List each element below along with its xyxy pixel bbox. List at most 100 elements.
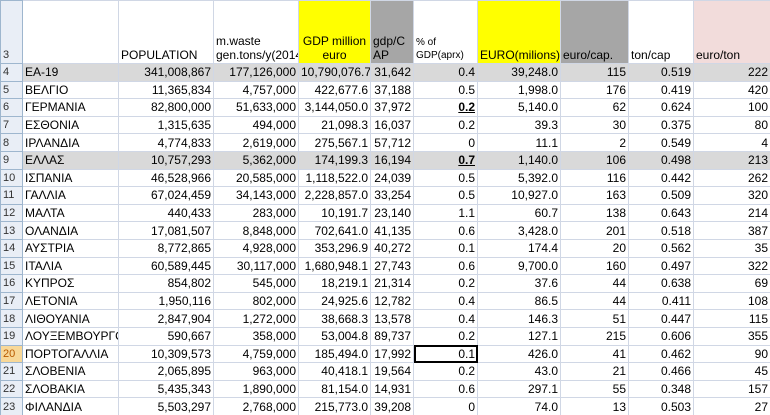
value-cell[interactable]: 12,782 <box>370 291 414 311</box>
value-cell[interactable]: 39.3 <box>477 115 561 135</box>
row-number[interactable]: 22 <box>0 379 23 399</box>
header-cell[interactable]: ton/cap <box>628 0 694 64</box>
value-cell[interactable]: 963,000 <box>213 362 299 381</box>
value-cell[interactable]: 41 <box>560 344 629 364</box>
value-cell[interactable]: 0.4 <box>413 291 478 311</box>
value-cell[interactable]: 5,435,343 <box>118 379 214 399</box>
value-cell[interactable]: 44 <box>560 291 629 311</box>
value-cell[interactable]: 426.0 <box>477 344 561 364</box>
value-cell[interactable]: 38,668.3 <box>298 309 371 328</box>
value-cell[interactable]: 0.6 <box>413 256 478 276</box>
row-number[interactable]: 15 <box>0 256 23 276</box>
value-cell[interactable]: 44 <box>560 274 629 293</box>
row-number[interactable]: 23 <box>0 397 23 415</box>
value-cell[interactable]: 590,667 <box>118 326 214 346</box>
value-cell[interactable]: 27,743 <box>370 256 414 276</box>
value-cell[interactable]: 106 <box>560 150 629 170</box>
value-cell[interactable]: 39,248.0 <box>477 63 561 82</box>
value-cell[interactable]: 18,219.1 <box>298 274 371 293</box>
value-cell[interactable]: 0.1 <box>413 238 478 258</box>
value-cell[interactable]: 4 <box>693 133 770 152</box>
row-number[interactable]: 3 <box>0 0 23 64</box>
value-cell[interactable]: 89,737 <box>370 326 414 346</box>
value-cell[interactable]: 0.497 <box>628 256 694 276</box>
country-cell[interactable]: ΕΑ-19 <box>22 63 119 82</box>
value-cell[interactable]: 3,428.0 <box>477 221 561 240</box>
value-cell[interactable]: 14,931 <box>370 379 414 399</box>
value-cell[interactable]: 2,065,895 <box>118 362 214 381</box>
value-cell[interactable]: 20,585,000 <box>213 168 299 188</box>
value-cell[interactable]: 4,757,000 <box>213 80 299 100</box>
row-number[interactable]: 18 <box>0 309 23 328</box>
country-cell[interactable]: ΛΟΥΞΕΜΒΟΥΡΓΟ <box>22 326 119 346</box>
value-cell[interactable]: 16,194 <box>370 150 414 170</box>
value-cell[interactable]: 37,188 <box>370 80 414 100</box>
value-cell[interactable]: 127.1 <box>477 326 561 346</box>
value-cell[interactable]: 802,000 <box>213 291 299 311</box>
value-cell[interactable]: 0.624 <box>628 98 694 117</box>
value-cell[interactable]: 0.2 <box>413 115 478 135</box>
value-cell[interactable]: 0.498 <box>628 150 694 170</box>
value-cell[interactable]: 422,677.6 <box>298 80 371 100</box>
value-cell[interactable]: 115 <box>693 309 770 328</box>
country-cell[interactable]: ΓΑΛΛΙΑ <box>22 186 119 205</box>
value-cell[interactable]: 0.643 <box>628 203 694 223</box>
value-cell[interactable]: 8,772,865 <box>118 238 214 258</box>
value-cell[interactable]: 0.411 <box>628 291 694 311</box>
value-cell[interactable]: 21 <box>560 362 629 381</box>
value-cell[interactable]: 854,802 <box>118 274 214 293</box>
value-cell[interactable]: 82,800,000 <box>118 98 214 117</box>
value-cell[interactable]: 0.466 <box>628 362 694 381</box>
value-cell[interactable]: 2,847,904 <box>118 309 214 328</box>
value-cell[interactable]: 17,081,507 <box>118 221 214 240</box>
row-number[interactable]: 8 <box>0 133 23 152</box>
value-cell[interactable]: 0.7 <box>413 150 478 170</box>
row-number[interactable]: 16 <box>0 274 23 293</box>
value-cell[interactable]: 0.5 <box>413 168 478 188</box>
value-cell[interactable]: 0.549 <box>628 133 694 152</box>
value-cell[interactable]: 1,272,000 <box>213 309 299 328</box>
country-cell[interactable]: ΙΣΠΑΝΙΑ <box>22 168 119 188</box>
value-cell[interactable]: 55 <box>560 379 629 399</box>
value-cell[interactable]: 45 <box>693 362 770 381</box>
header-cell[interactable]: euro/cap. <box>560 0 629 64</box>
value-cell[interactable]: 138 <box>560 203 629 223</box>
value-cell[interactable]: 21,098.3 <box>298 115 371 135</box>
value-cell[interactable]: 214 <box>693 203 770 223</box>
value-cell[interactable]: 0.5 <box>413 80 478 100</box>
value-cell[interactable]: 0 <box>413 397 478 415</box>
row-number[interactable]: 13 <box>0 221 23 240</box>
value-cell[interactable]: 57,712 <box>370 133 414 152</box>
country-cell[interactable]: ΣΛΟΒΕΝΙΑ <box>22 362 119 381</box>
country-cell[interactable]: ΣΛΟΒΑΚΙΑ <box>22 379 119 399</box>
value-cell[interactable]: 5,392.0 <box>477 168 561 188</box>
value-cell[interactable]: 320 <box>693 186 770 205</box>
value-cell[interactable]: 13 <box>560 397 629 415</box>
value-cell[interactable]: 13,578 <box>370 309 414 328</box>
value-cell[interactable]: 185,494.0 <box>298 344 371 364</box>
country-cell[interactable]: ΠΟΡΤΟΓΑΛΛΙΑ <box>22 344 119 364</box>
value-cell[interactable]: 53,004.8 <box>298 326 371 346</box>
header-cell[interactable]: gdp/CAP <box>370 0 414 64</box>
value-cell[interactable]: 108 <box>693 291 770 311</box>
value-cell[interactable]: 222 <box>693 63 770 82</box>
value-cell[interactable]: 86.5 <box>477 291 561 311</box>
value-cell[interactable]: 41,135 <box>370 221 414 240</box>
value-cell[interactable]: 160 <box>560 256 629 276</box>
value-cell[interactable]: 19,564 <box>370 362 414 381</box>
value-cell[interactable]: 0.503 <box>628 397 694 415</box>
value-cell[interactable]: 545,000 <box>213 274 299 293</box>
value-cell[interactable]: 24,039 <box>370 168 414 188</box>
value-cell[interactable]: 46,528,966 <box>118 168 214 188</box>
country-cell[interactable]: ΒΕΛΓΙΟ <box>22 80 119 100</box>
country-cell[interactable]: ΛΙΘΟΥΑΝΙΑ <box>22 309 119 328</box>
value-cell[interactable]: 702,641.0 <box>298 221 371 240</box>
value-cell[interactable]: 215,773.0 <box>298 397 371 415</box>
value-cell[interactable]: 24,925.6 <box>298 291 371 311</box>
value-cell[interactable]: 275,567.1 <box>298 133 371 152</box>
row-number[interactable]: 4 <box>0 63 23 82</box>
value-cell[interactable]: 0.638 <box>628 274 694 293</box>
value-cell[interactable]: 1,998.0 <box>477 80 561 100</box>
value-cell[interactable]: 341,008,867 <box>118 63 214 82</box>
value-cell[interactable]: 30 <box>560 115 629 135</box>
